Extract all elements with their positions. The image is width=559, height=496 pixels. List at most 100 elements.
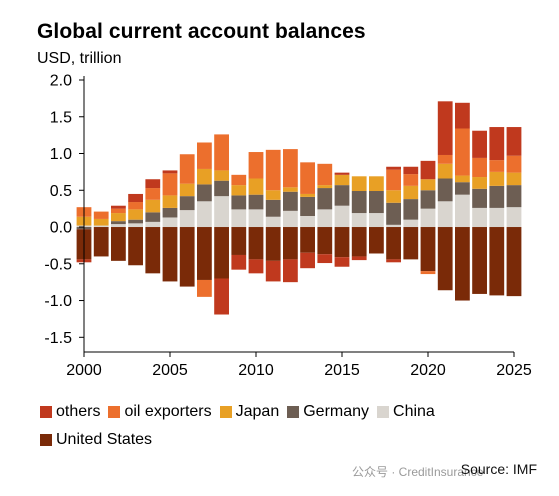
bar-united-states-2021 <box>437 227 453 291</box>
y-tick-label: 2.0 <box>50 73 72 90</box>
bar-china-2003 <box>128 223 143 228</box>
bar-others-2025 <box>506 127 522 156</box>
bar-oil-exporters-2018 <box>386 169 401 191</box>
bar-oil-exporters-2023 <box>472 157 487 178</box>
chart-subtitle: USD, trillion <box>37 50 122 67</box>
bar-united-states-2005 <box>162 227 178 282</box>
bar-others-negative-2015 <box>334 257 350 267</box>
y-tick-label: 1.0 <box>50 146 72 163</box>
bar-oil-exporters-2024 <box>489 160 505 172</box>
x-tick-label: 2010 <box>238 362 274 379</box>
legend-label: China <box>393 403 435 420</box>
bar-others-negative-2012 <box>283 259 298 283</box>
legend-label: others <box>56 403 101 420</box>
y-tick-label: -1.0 <box>44 293 72 310</box>
bar-china-2010 <box>248 209 264 228</box>
bar-others-2005 <box>162 170 178 174</box>
bar-china-2024 <box>489 207 505 228</box>
y-tick-label: 0.0 <box>50 220 72 237</box>
bar-japan-2013 <box>300 193 315 197</box>
bar-china-2008 <box>214 196 229 228</box>
bar-united-states-2010 <box>248 227 264 260</box>
bar-united-states-2017 <box>369 227 384 254</box>
bar-japan-2022 <box>455 175 470 183</box>
bar-oil-exporters-2006 <box>179 154 195 184</box>
bar-others-2015 <box>334 172 350 175</box>
bar-china-2019 <box>403 219 419 228</box>
bar-germany-2012 <box>283 191 298 211</box>
bar-china-2004 <box>145 221 161 228</box>
bar-oil-exporters-2012 <box>283 149 298 188</box>
bar-japan-2018 <box>386 190 401 203</box>
legend-swatch <box>377 406 390 418</box>
bar-others-2004 <box>145 179 161 189</box>
bar-china-2020 <box>420 208 436 228</box>
legend-row-1: others oil exporters Japan Germany China <box>40 398 540 426</box>
legend-swatch <box>40 434 52 446</box>
bar-united-states-2009 <box>231 227 247 255</box>
legend-swatch <box>219 406 232 418</box>
bar-japan-2006 <box>179 183 195 197</box>
bar-germany-2017 <box>369 191 384 214</box>
bar-united-states-2001 <box>93 227 109 257</box>
bar-oil-exporters-2001 <box>93 211 109 219</box>
bar-germany-2002 <box>111 221 126 225</box>
legend-item-china: China <box>377 403 435 421</box>
bar-china-2009 <box>231 209 247 228</box>
bar-oil-exporters-2008 <box>214 134 229 171</box>
bar-japan-2020 <box>420 179 436 191</box>
bar-others-2003 <box>128 193 143 203</box>
bar-others-negative-2014 <box>317 254 333 264</box>
bar-oil-exporters-2022 <box>455 128 470 176</box>
x-tick-label: 2000 <box>66 362 102 379</box>
bar-germany-2007 <box>197 184 212 202</box>
bar-japan-2001 <box>93 218 109 226</box>
bar-germany-2025 <box>506 185 522 208</box>
x-tick-label: 2020 <box>410 362 446 379</box>
legend-item-japan: Japan <box>219 403 279 421</box>
bar-china-2025 <box>506 207 522 228</box>
bar-china-2001 <box>93 225 109 228</box>
bar-china-2021 <box>437 201 453 228</box>
bar-japan-2023 <box>472 177 487 189</box>
bar-germany-2013 <box>300 196 315 216</box>
bar-oil-exporters-2011 <box>265 149 281 191</box>
bar-china-2012 <box>283 210 298 228</box>
bar-others-2024 <box>489 127 505 161</box>
bar-china-2022 <box>455 194 470 228</box>
bar-japan-2014 <box>317 185 333 189</box>
legend-row-2: United States <box>40 426 540 454</box>
legend-item-united-states: United States <box>40 431 152 449</box>
bar-others-2002 <box>111 205 126 209</box>
legend-label: United States <box>56 431 153 448</box>
legend-item-oil-exporters: oil exporters <box>108 403 212 421</box>
bar-japan-2015 <box>334 174 350 186</box>
legend-swatch <box>287 406 300 418</box>
bar-others-negative-2011 <box>265 260 281 282</box>
bar-china-2011 <box>265 216 281 228</box>
bar-china-2007 <box>197 201 212 228</box>
bar-china-2002 <box>111 224 126 228</box>
bar-germany-2015 <box>334 185 350 206</box>
bar-japan-2003 <box>128 209 143 220</box>
chart-title: Global current account balances <box>37 20 366 43</box>
bar-china-2005 <box>162 217 178 228</box>
bar-germany-2006 <box>179 196 195 211</box>
bar-united-states-2011 <box>265 227 281 261</box>
bar-united-states-2016 <box>351 227 367 257</box>
bar-japan-2010 <box>248 178 264 195</box>
bar-germany-2009 <box>231 195 247 210</box>
bar-united-states-2013 <box>300 227 315 253</box>
bar-oil-exporters-2005 <box>162 173 178 196</box>
bar-united-states-2019 <box>403 227 419 260</box>
legend-swatch <box>40 406 52 418</box>
bar-japan-2021 <box>437 163 453 179</box>
bar-others-2020 <box>420 160 436 180</box>
bar-united-states-2006 <box>179 227 195 287</box>
bar-germany-2014 <box>317 188 333 210</box>
bar-oil-exporters-2010 <box>248 152 264 179</box>
bar-china-2015 <box>334 205 350 228</box>
bar-china-2017 <box>369 213 384 228</box>
bar-united-states-2012 <box>283 227 298 260</box>
bar-oil-exporters-2004 <box>145 188 161 200</box>
